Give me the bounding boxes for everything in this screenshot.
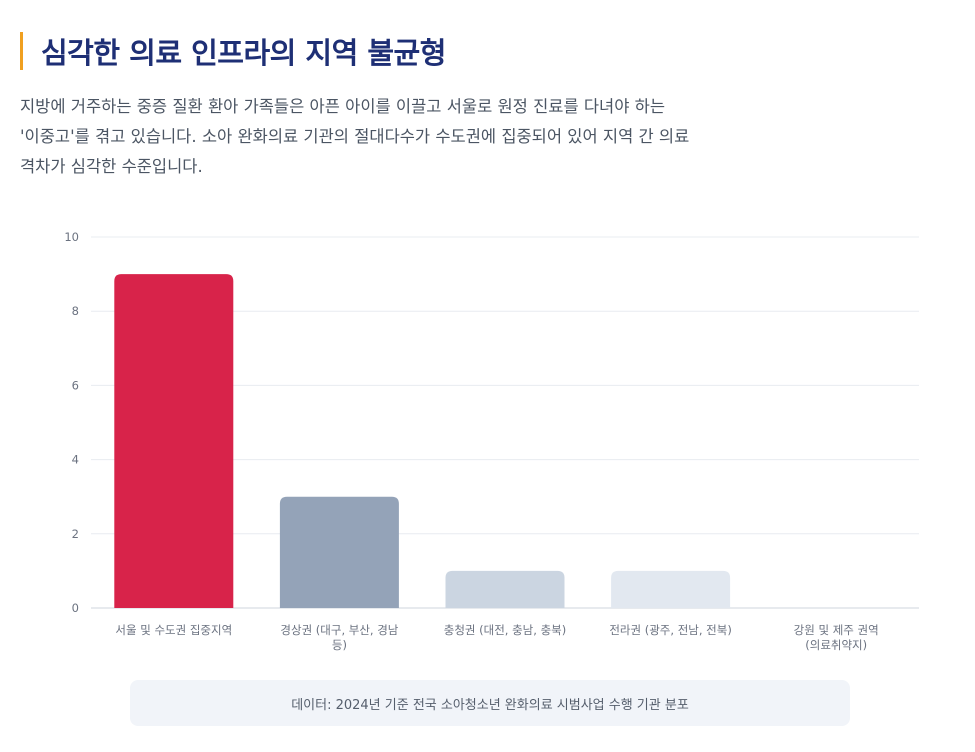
y-tick-label: 6	[72, 378, 79, 392]
y-tick-label: 10	[64, 230, 79, 244]
intro-line: '이중고'를 겪고 있습니다. 소아 완화의료 기관의 절대다수가 수도권에 집…	[20, 127, 690, 146]
y-tick-label: 2	[72, 527, 79, 541]
y-tick-label: 0	[72, 601, 79, 615]
bar	[445, 570, 565, 608]
bar-chart: 0 2 4 6 8 10 서울 및 수도권 집중지역 경상권 (대구, 부산, 경남 등) 충청권…	[0, 215, 975, 665]
x-tick-label: 강원 및 제주 권역	[794, 623, 879, 637]
x-tick-label: (의료취약지)	[805, 638, 867, 652]
bar	[114, 274, 234, 608]
intro-line: 지방에 거주하는 중증 질환 환아 가족들은 아픈 아이를 이끌고 서울로 원정…	[20, 97, 666, 116]
x-tick-label: 경상권 (대구, 부산, 경남	[280, 623, 398, 637]
y-tick-label: 8	[72, 304, 79, 318]
data-source-text: 데이터: 2024년 기준 전국 소아청소년 완화의료 시범사업 수행 기관 분…	[291, 697, 689, 713]
intro-line: 격차가 심각한 수준입니다.	[20, 157, 203, 176]
bar	[611, 570, 731, 608]
x-tick-label: 등)	[332, 638, 347, 652]
section-heading: 심각한 의료 인프라의 지역 불균형	[20, 30, 446, 72]
bar-chart-svg: 0 2 4 6 8 10 서울 및 수도권 집중지역 경상권 (대구, 부산, 경남등) 충청권…	[64, 230, 919, 652]
x-tick-label: 전라권 (광주, 전남, 전북)	[609, 623, 731, 637]
x-tick-label: 충청권 (대전, 충남, 충북)	[444, 623, 566, 637]
page-title: 심각한 의료 인프라의 지역 불균형	[41, 36, 446, 70]
intro-paragraph: 지방에 거주하는 중증 질환 환아 가족들은 아픈 아이를 이끌고 서울로 원정…	[20, 92, 820, 182]
heading-accent-bar	[20, 32, 23, 70]
data-source-note: 데이터: 2024년 기준 전국 소아청소년 완화의료 시범사업 수행 기관 분…	[130, 680, 850, 726]
x-tick-label: 서울 및 수도권 집중지역	[115, 623, 232, 637]
bar	[279, 496, 399, 608]
y-tick-label: 4	[72, 453, 79, 467]
